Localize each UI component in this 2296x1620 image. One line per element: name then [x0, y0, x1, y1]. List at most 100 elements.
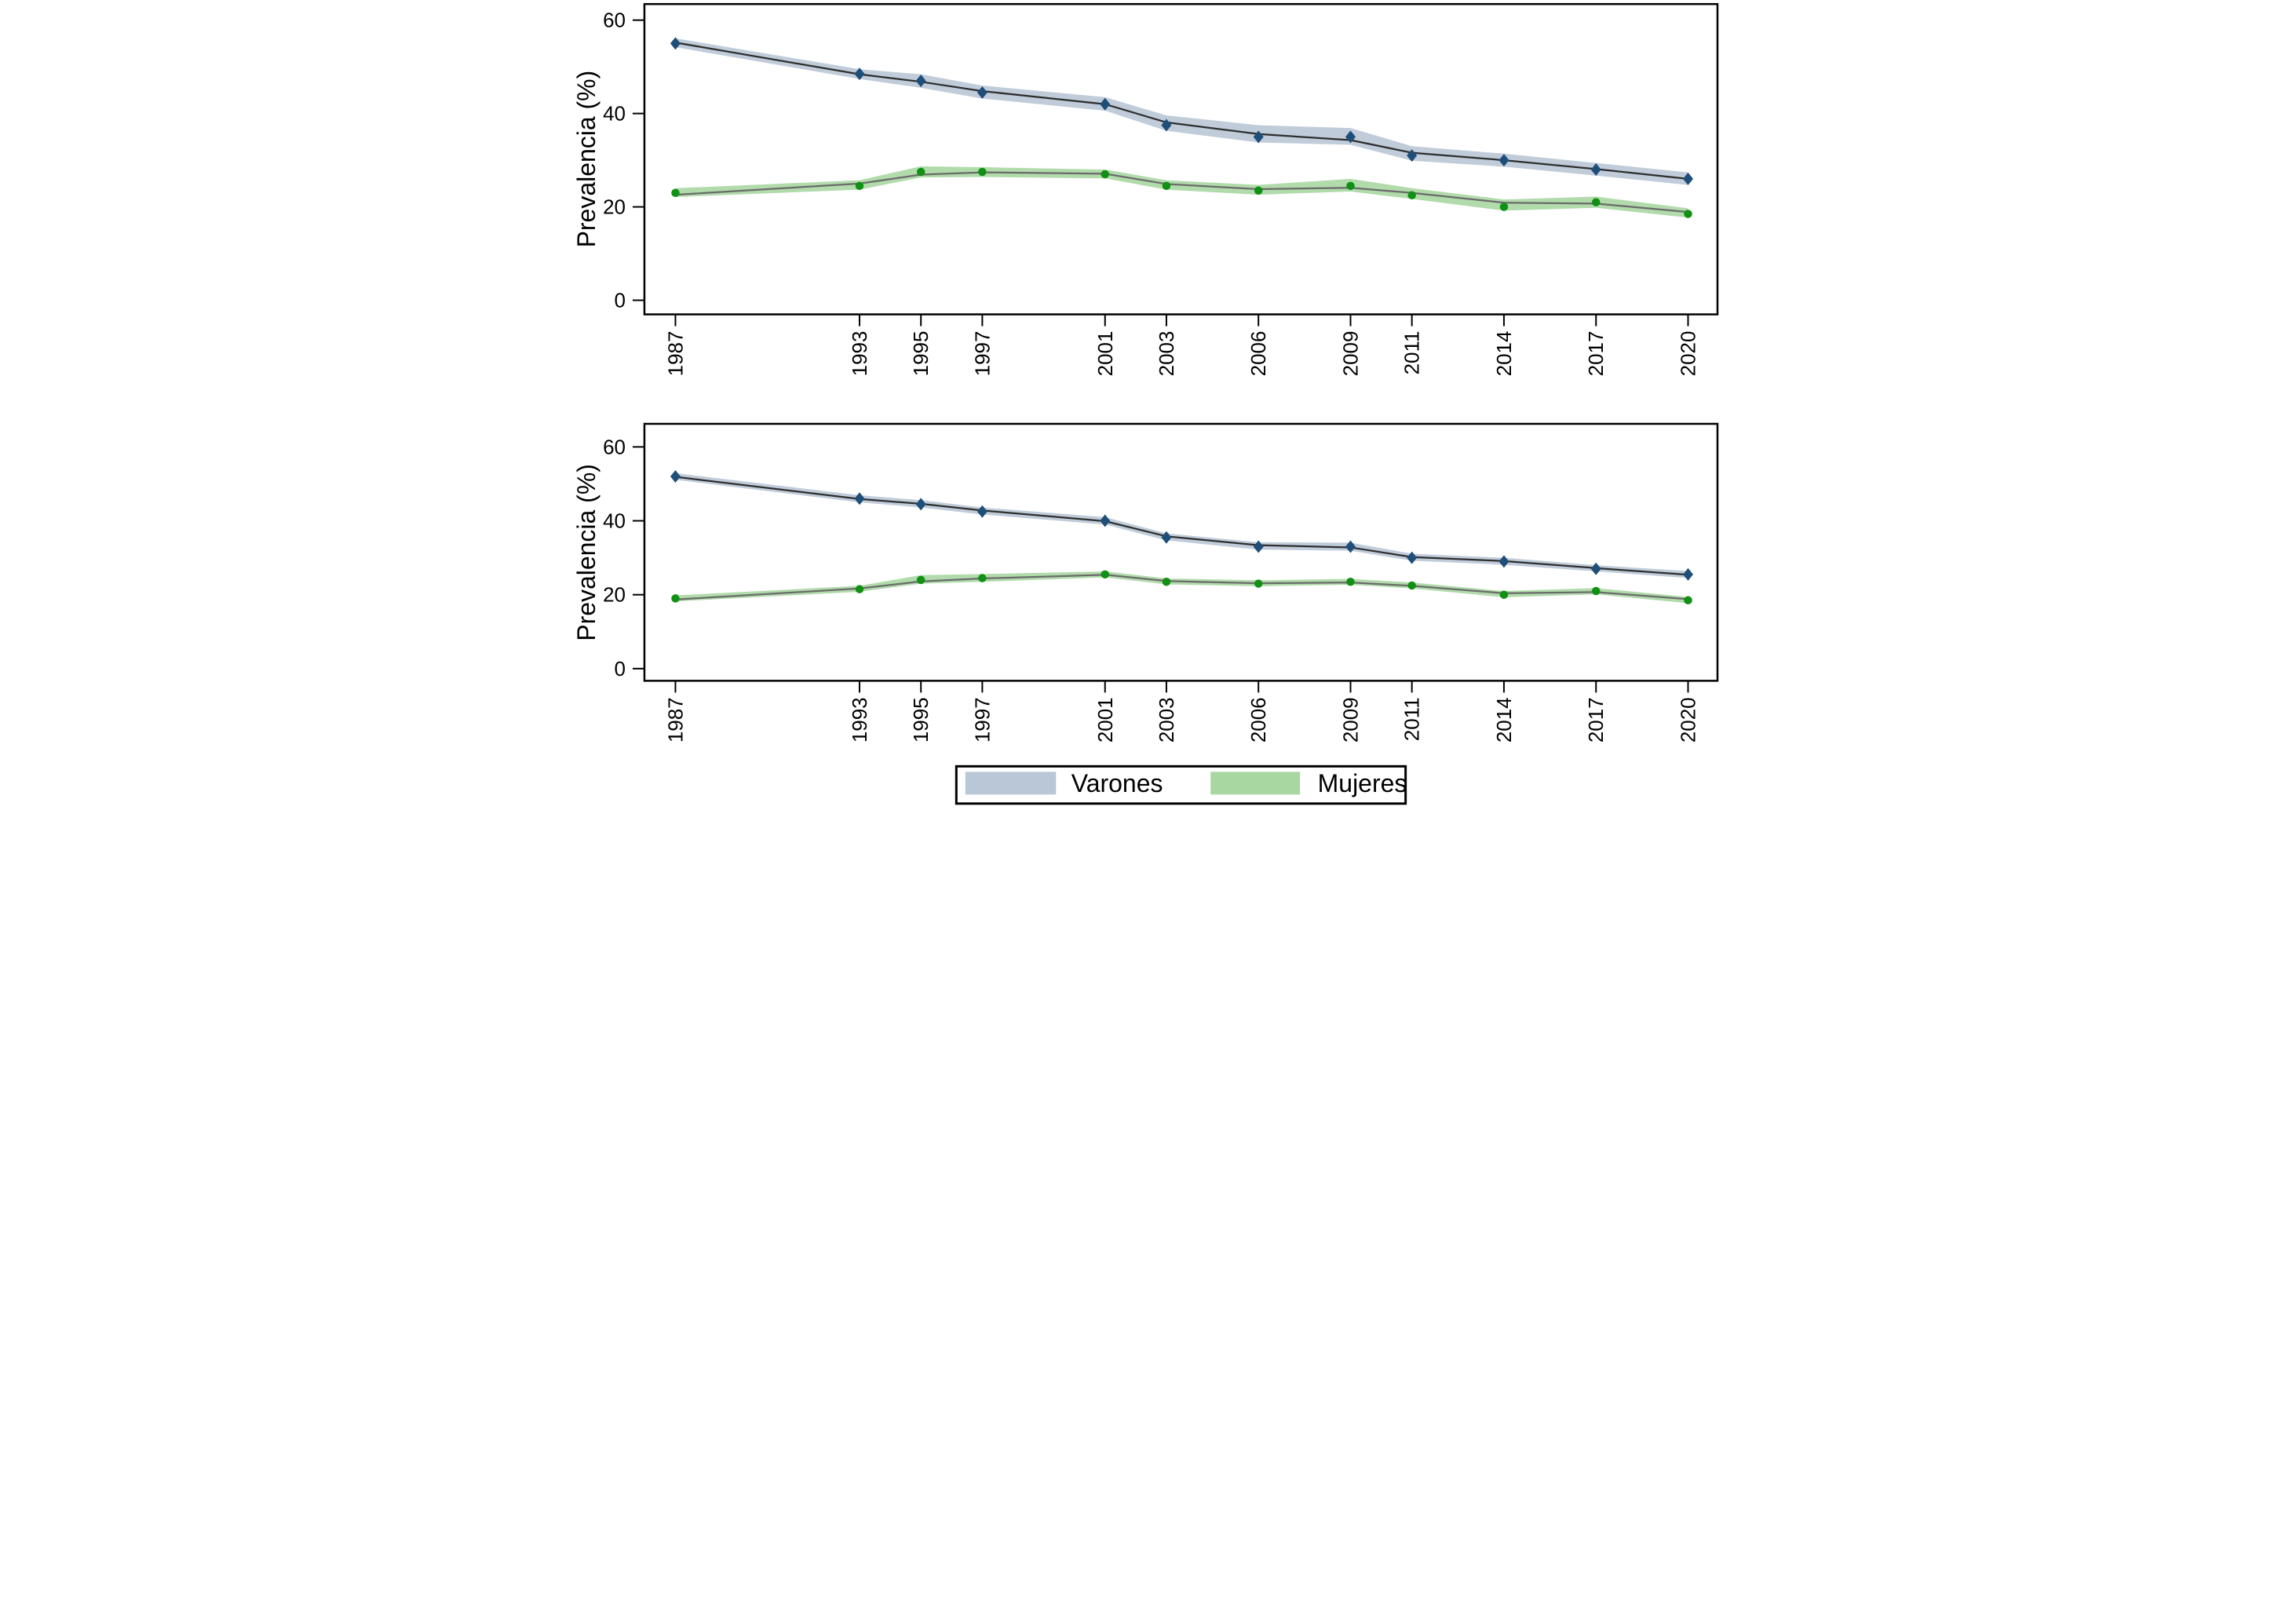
x-tick-label-1995: 1995	[909, 697, 933, 742]
x-tick-label-2020: 2020	[1676, 331, 1699, 377]
plot-border	[643, 422, 1718, 682]
x-tick-label-2020: 2020	[1676, 697, 1699, 742]
x-tick-label-1987: 1987	[663, 331, 687, 377]
data-point-varones-2014	[1498, 555, 1509, 568]
data-point-varones-2014	[1498, 154, 1509, 167]
legend-swatch-mujeres	[1210, 772, 1300, 795]
data-point-mujeres-2020	[1683, 596, 1692, 605]
data-point-varones-2003	[1160, 119, 1171, 132]
data-point-varones-1997	[976, 505, 987, 518]
x-tick-label-2017: 2017	[1584, 331, 1608, 377]
data-point-mujeres-1995	[916, 167, 925, 177]
data-point-mujeres-1997	[977, 574, 987, 582]
y-tick-label: 0	[614, 289, 625, 312]
data-point-varones-2001	[1099, 97, 1110, 111]
data-point-varones-2017	[1590, 562, 1601, 575]
chart-bottom-panel: 0 20 40 60 1987 1993 1995 1997 2001 2003 2006 2009 2…	[603, 422, 1718, 742]
data-point-varones-2009	[1345, 540, 1356, 553]
data-point-mujeres-2009	[1345, 181, 1355, 191]
x-tick-label-1997: 1997	[970, 331, 994, 377]
data-point-mujeres-2006	[1254, 579, 1262, 588]
data-point-varones-2020	[1682, 172, 1693, 185]
varones-markers	[670, 470, 1693, 581]
data-point-varones-2003	[1160, 531, 1171, 544]
data-point-varones-2011	[1406, 551, 1417, 564]
data-point-mujeres-2014	[1499, 202, 1508, 211]
data-point-mujeres-2014	[1499, 590, 1508, 599]
data-point-varones-1987	[670, 37, 681, 50]
data-point-varones-2001	[1099, 514, 1110, 527]
data-point-varones-2009	[1345, 130, 1356, 144]
x-tick-label-2003: 2003	[1154, 697, 1177, 742]
data-point-mujeres-1997	[977, 167, 987, 177]
data-point-mujeres-2001	[1101, 170, 1109, 179]
x-tick-label-2009: 2009	[1338, 331, 1362, 377]
x-tick-label-2014: 2014	[1491, 331, 1515, 377]
y-tick-label: 0	[614, 657, 625, 680]
x-tick-label-2006: 2006	[1247, 697, 1270, 742]
x-tick-label-1987: 1987	[663, 697, 687, 742]
y-axis-title-top: Prevalencia (%)	[575, 71, 600, 248]
data-point-varones-2006	[1253, 540, 1264, 553]
x-tick-label-1993: 1993	[848, 697, 871, 742]
x-tick-label-2001: 2001	[1093, 697, 1116, 742]
x-tick-label-1993: 1993	[848, 331, 871, 377]
varones-trend-line	[674, 42, 1688, 181]
data-point-varones-1995	[915, 498, 926, 511]
data-point-mujeres-2017	[1591, 198, 1600, 206]
data-point-varones-1995	[915, 74, 926, 87]
data-point-mujeres-2011	[1407, 581, 1416, 590]
mujeres-confidence-band	[674, 166, 1688, 218]
data-point-mujeres-2009	[1345, 577, 1355, 586]
y-tick-label: 40	[603, 102, 626, 126]
y-tick-label: 20	[603, 195, 626, 219]
data-point-mujeres-2011	[1407, 191, 1416, 199]
mujeres-trend-line	[674, 574, 1688, 600]
data-point-mujeres-2017	[1591, 586, 1600, 596]
data-point-varones-1993	[854, 68, 865, 81]
chart-canvas: 0 20 40 60 1987 1993 1995 1997 2001 2003 2006 2009 2…	[575, 2, 1718, 805]
x-tick-label-2017: 2017	[1584, 697, 1608, 742]
varones-confidence-band	[674, 38, 1688, 185]
x-tick-label-2011: 2011	[1400, 697, 1423, 741]
data-point-varones-1997	[976, 86, 987, 99]
plot-border	[643, 2, 1718, 316]
figure-prevalencia: 0 20 40 60 1987 1993 1995 1997 2001 2003 2006 2009 2…	[574, 0, 1722, 810]
varones-trend-line	[674, 476, 1688, 576]
legend-swatch-varones	[965, 772, 1056, 795]
data-point-mujeres-2001	[1101, 570, 1109, 579]
x-tick-label-2011: 2011	[1400, 331, 1423, 375]
legend-label-mujeres: Mujeres	[1317, 769, 1407, 797]
x-tick-label-2009: 2009	[1338, 697, 1362, 742]
y-tick-label: 40	[603, 509, 626, 533]
mujeres-markers	[670, 167, 1692, 218]
mujeres-markers	[670, 570, 1692, 605]
data-point-mujeres-1987	[670, 188, 680, 197]
data-point-varones-1987	[670, 470, 681, 483]
data-point-mujeres-2006	[1254, 186, 1262, 195]
x-tick-label-2006: 2006	[1247, 331, 1270, 377]
y-axis-title-bottom: Prevalencia (%)	[575, 464, 600, 641]
y-tick-label: 60	[603, 9, 626, 32]
mujeres-trend-line	[674, 171, 1688, 213]
chart-top-panel: 0 20 40 60 1987 1993 1995 1997 2001 2003 2006 2009 2…	[603, 2, 1718, 377]
data-point-mujeres-2003	[1162, 181, 1170, 191]
legend: Varones Mujeres	[955, 764, 1407, 805]
data-point-mujeres-1993	[855, 585, 863, 593]
data-point-varones-1993	[854, 492, 865, 505]
mujeres-confidence-band	[674, 571, 1688, 604]
x-tick-label-2014: 2014	[1491, 697, 1515, 742]
data-point-mujeres-1993	[855, 181, 863, 191]
x-tick-label-1995: 1995	[909, 331, 933, 377]
data-point-mujeres-2003	[1162, 577, 1170, 586]
data-point-mujeres-1995	[916, 575, 925, 585]
x-tick-label-2003: 2003	[1154, 331, 1177, 377]
legend-label-varones: Varones	[1071, 769, 1163, 797]
x-tick-label-2001: 2001	[1093, 331, 1116, 377]
data-point-mujeres-1987	[670, 594, 680, 603]
data-point-varones-2020	[1682, 567, 1693, 581]
x-tick-label-1997: 1997	[970, 697, 994, 742]
data-point-varones-2017	[1590, 163, 1601, 176]
y-tick-label: 20	[603, 583, 626, 607]
varones-confidence-band	[674, 472, 1688, 578]
